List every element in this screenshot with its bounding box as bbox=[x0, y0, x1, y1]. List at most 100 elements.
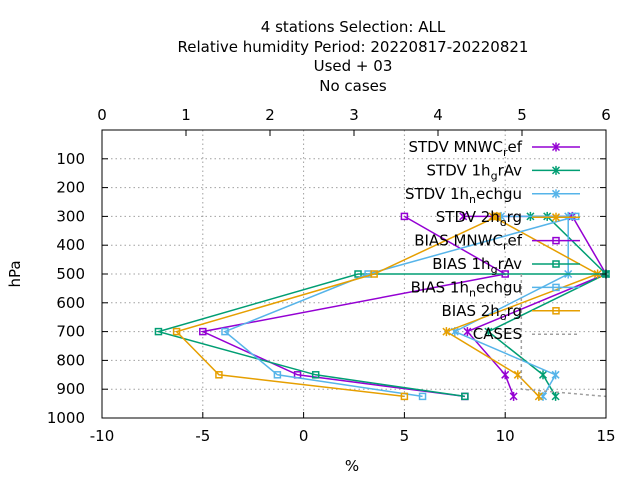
data-point-square bbox=[172, 327, 181, 336]
legend-entry-3: STDV 2horg bbox=[436, 208, 580, 229]
title-line-2: Relative humidity Period: 20220817-20220… bbox=[178, 38, 529, 56]
series-line bbox=[200, 215, 508, 398]
axes: -10 -5 0 5 10 15 0 1 2 3 4 5 6 100 200 300 400 500 600 700 8… bbox=[47, 106, 616, 445]
y-tick-label: 800 bbox=[56, 351, 85, 369]
x-tick-label: 10 bbox=[496, 427, 515, 445]
x2-tick-label: 2 bbox=[265, 106, 275, 124]
x-axis-label: % bbox=[345, 457, 359, 475]
data-point-cross bbox=[538, 370, 548, 380]
data-point-cross bbox=[551, 189, 561, 199]
data-point-cross bbox=[551, 142, 561, 152]
legend-label: BIAS MNWCref bbox=[414, 232, 522, 253]
legend-label-sub: g bbox=[491, 263, 498, 276]
data-point-cross bbox=[484, 327, 493, 337]
legend-label-sub: g bbox=[491, 169, 498, 182]
data-point-square bbox=[354, 270, 362, 278]
data-point-cross bbox=[509, 391, 518, 401]
series-line bbox=[520, 274, 607, 398]
legend-entry-6: BIAS 1hnechgu bbox=[411, 278, 580, 299]
data-point-square bbox=[199, 327, 207, 336]
legend-label-sub: r bbox=[503, 240, 508, 253]
y-tick-label: 1000 bbox=[47, 409, 85, 427]
legend-label: STDV 1hgrAv bbox=[427, 161, 523, 182]
legend-label-main: BIAS 1h bbox=[432, 255, 490, 273]
legend-label-main: CASES bbox=[473, 325, 522, 343]
legend-label: CASES bbox=[473, 325, 522, 343]
title-line-1: 4 stations Selection: ALL bbox=[261, 18, 446, 36]
data-point-square bbox=[400, 212, 409, 221]
y-tick-label: 300 bbox=[56, 207, 85, 225]
legend-label: STDV MNWCref bbox=[408, 138, 522, 159]
legend-label-main: STDV 2h bbox=[436, 208, 500, 226]
series-line bbox=[155, 273, 606, 398]
data-point-square bbox=[273, 371, 282, 379]
series-line bbox=[223, 215, 576, 398]
y-tick-label: 700 bbox=[56, 323, 85, 341]
legend-label: STDV 2horg bbox=[436, 208, 522, 229]
y-tick-label: 200 bbox=[56, 179, 85, 197]
data-point-square bbox=[493, 212, 501, 221]
legend-entry-2: STDV 1hnechgu bbox=[405, 185, 580, 206]
legend-label: BIAS 1hnechgu bbox=[411, 278, 522, 299]
legend-label-rest: ef bbox=[507, 232, 522, 250]
chart-title: 4 stations Selection: ALL Relative humid… bbox=[178, 18, 529, 95]
x2-tick-label: 4 bbox=[433, 106, 443, 124]
legend-label-rest: rAv bbox=[498, 161, 523, 179]
data-point-cross bbox=[463, 327, 472, 337]
legend-entry-4: BIAS MNWCref bbox=[414, 232, 580, 253]
legend-label-sub: r bbox=[503, 146, 508, 159]
x2-tick-label: 6 bbox=[601, 106, 611, 124]
legend-label-main: STDV 1h bbox=[405, 185, 469, 203]
data-point-square bbox=[552, 260, 560, 268]
data-point-cross bbox=[538, 391, 548, 401]
y-tick-label: 600 bbox=[56, 294, 85, 312]
data-point-square bbox=[552, 283, 560, 292]
y-tick-label: 100 bbox=[56, 150, 85, 168]
data-point-cross bbox=[551, 370, 560, 380]
data-point-cross bbox=[534, 391, 543, 401]
x-tick-label: 15 bbox=[596, 427, 615, 445]
y-axis-label: hPa bbox=[6, 260, 24, 287]
data-point-square bbox=[572, 212, 580, 221]
legend-entry-5: BIAS 1hgrAv bbox=[432, 255, 580, 276]
data-point-square bbox=[552, 236, 560, 245]
data-point-square bbox=[461, 392, 469, 401]
series-6 bbox=[221, 212, 580, 401]
data-point-cross bbox=[459, 211, 468, 221]
data-point-cross bbox=[442, 327, 451, 337]
x2-tick-label: 0 bbox=[97, 106, 107, 124]
series-line bbox=[175, 215, 498, 398]
legend-entry-1: STDV 1hgrAv bbox=[427, 161, 580, 182]
series-7 bbox=[172, 212, 501, 401]
legend-label-main: STDV MNWC bbox=[408, 138, 502, 156]
legend-entry-0: STDV MNWCref bbox=[408, 138, 580, 159]
legend-label-main: BIAS 1h bbox=[411, 278, 469, 296]
legend-label-sub: o bbox=[500, 216, 507, 229]
legend-label: BIAS 2horg bbox=[442, 302, 523, 323]
legend-label: STDV 1hnechgu bbox=[405, 185, 522, 206]
legend-label-rest: rg bbox=[507, 208, 522, 226]
legend-label-main: STDV 1h bbox=[427, 161, 491, 179]
legend-label-rest: ef bbox=[507, 138, 522, 156]
y-tick-label: 400 bbox=[56, 236, 85, 254]
data-point-square bbox=[221, 327, 229, 336]
series-8 bbox=[520, 274, 607, 398]
legend-entry-7: BIAS 2horg bbox=[442, 302, 580, 323]
data-point-square bbox=[154, 327, 163, 336]
data-point-cross bbox=[551, 165, 561, 175]
legend-label-rest: echgu bbox=[476, 278, 522, 296]
title-line-4: No cases bbox=[319, 77, 387, 95]
data-point-cross bbox=[551, 391, 560, 401]
legend-label-main: BIAS 2h bbox=[442, 302, 500, 320]
legend-label: BIAS 1hgrAv bbox=[432, 255, 522, 276]
data-point-square bbox=[552, 307, 560, 315]
data-point-square bbox=[311, 371, 320, 379]
data-point-square bbox=[215, 371, 223, 379]
legend-label-sub: n bbox=[469, 286, 476, 299]
data-point-cross bbox=[501, 370, 510, 380]
data-point-square bbox=[418, 392, 427, 401]
x2-tick-label: 1 bbox=[181, 106, 191, 124]
title-line-3: Used + 03 bbox=[314, 57, 393, 75]
